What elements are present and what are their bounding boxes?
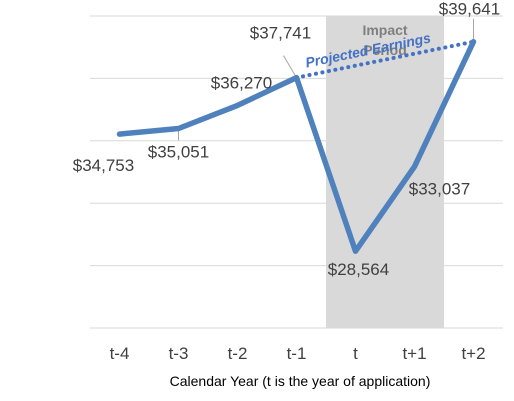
x-axis-title: Calendar Year (t is the year of applicat…: [170, 373, 431, 389]
earnings-series-line: [116, 38, 477, 254]
impact-period-label-line1: Impact: [362, 22, 407, 38]
impact-period-label-line2: Period: [363, 42, 407, 58]
leader-line: [283, 55, 297, 78]
data-labels: $34,753 $35,051 $36,270 $37,741 $28,564 $33,0…: [73, 0, 500, 279]
data-label: $35,051: [148, 142, 209, 161]
impact-period-shade: [326, 16, 444, 328]
x-tick-label: t-3: [169, 344, 189, 363]
data-label: $39,641: [439, 0, 500, 19]
data-label: $36,270: [211, 73, 272, 92]
x-tick-label: t+2: [461, 344, 485, 363]
data-label: $28,564: [328, 260, 389, 279]
projected-earnings-line: [294, 39, 476, 80]
x-tick-label: t-1: [287, 344, 307, 363]
x-tick-label: t: [353, 344, 358, 363]
data-label: $34,753: [73, 156, 134, 175]
x-axis-ticks: t-4 t-3 t-2 t-1 t t+1 t+2: [110, 344, 486, 363]
x-tick-label: t+1: [402, 344, 426, 363]
x-tick-label: t-4: [110, 344, 130, 363]
data-label: $33,037: [409, 180, 470, 199]
x-tick-label: t-2: [228, 344, 248, 363]
data-label: $37,741: [250, 24, 311, 43]
